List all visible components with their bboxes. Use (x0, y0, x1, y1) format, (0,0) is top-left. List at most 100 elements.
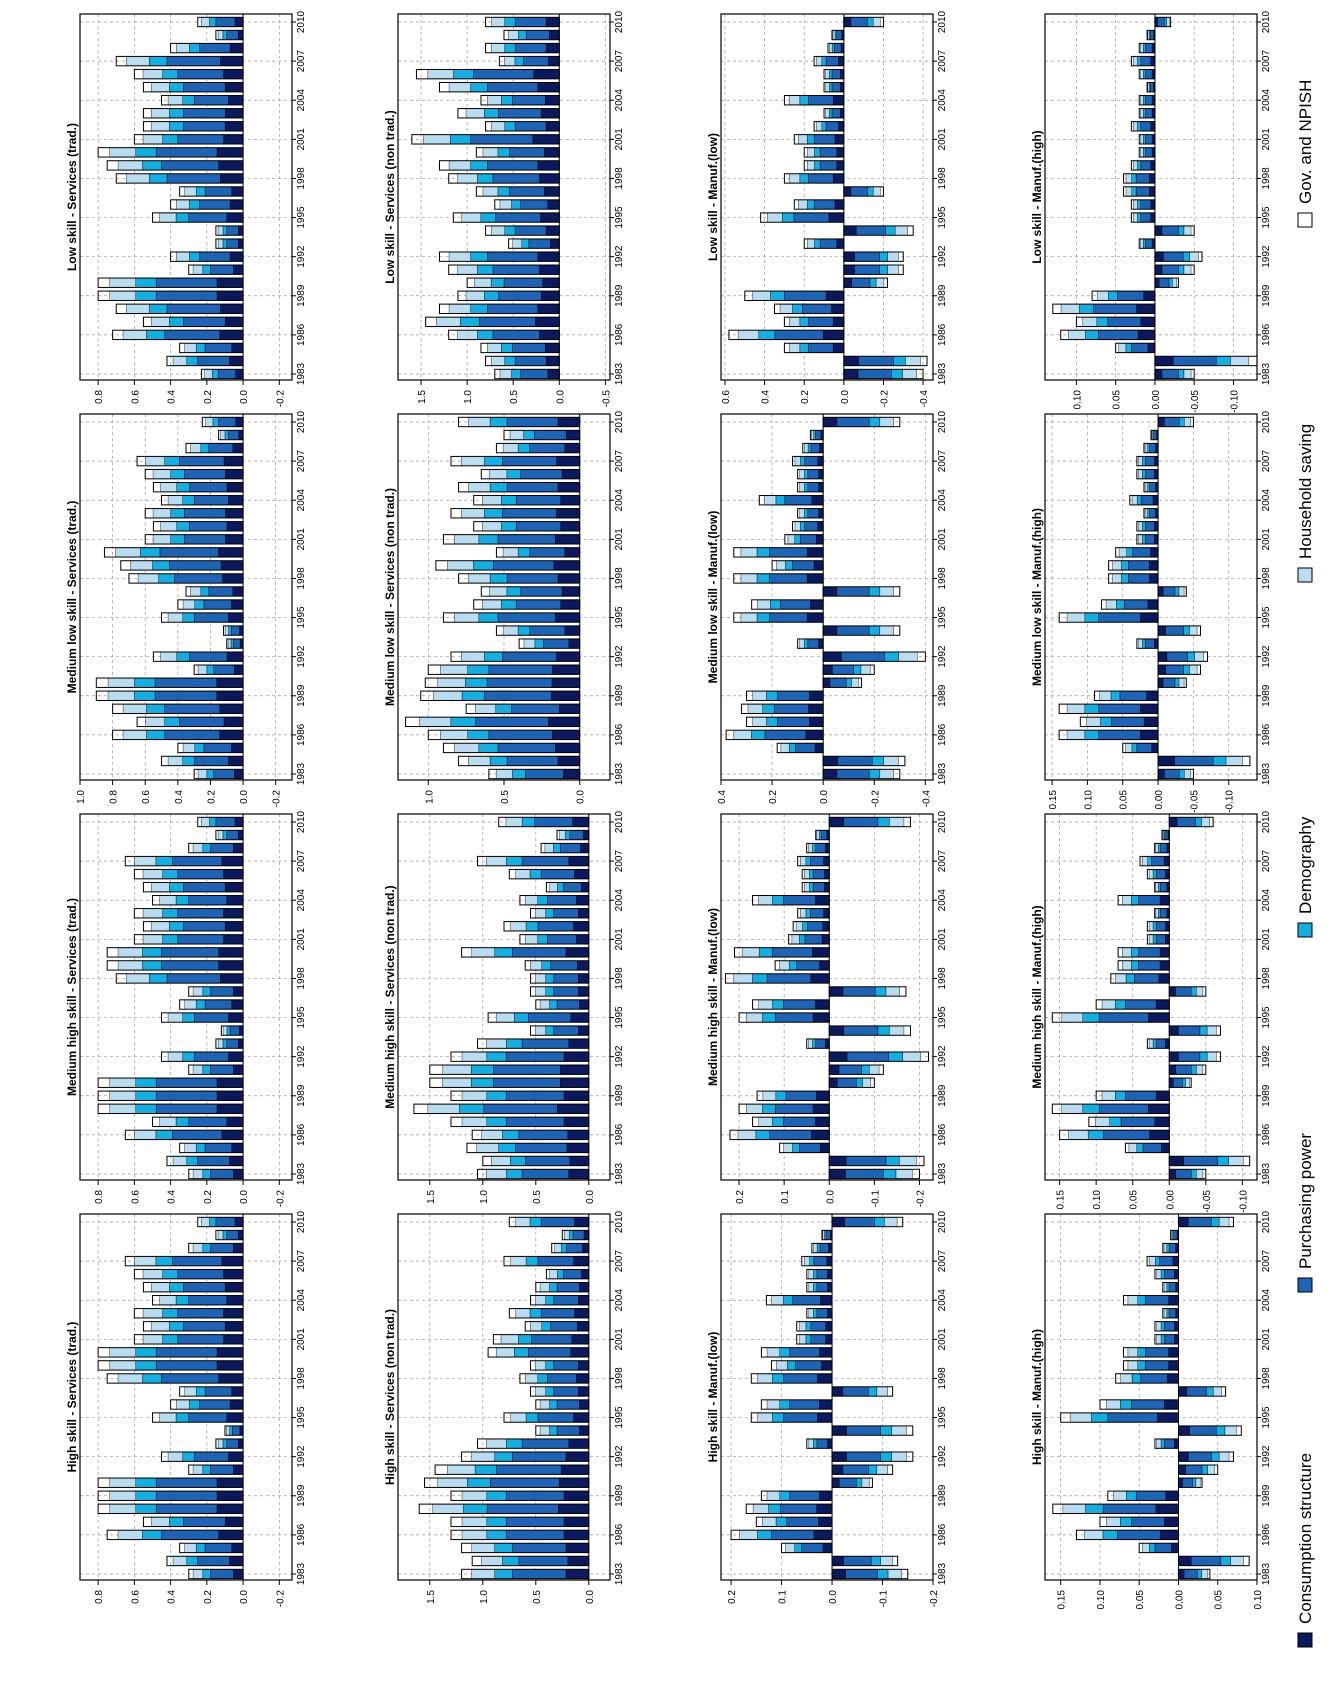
bar-segment (501, 495, 517, 506)
bar-segment (845, 1169, 884, 1179)
bar-segment (816, 1269, 828, 1280)
bar-segment (109, 1103, 137, 1114)
bar-total (170, 42, 244, 54)
bar-segment (186, 356, 198, 366)
bar-segment (525, 1256, 539, 1267)
bar-segment (565, 430, 580, 440)
bar-segment (135, 1477, 157, 1488)
bar-segment (559, 1477, 590, 1488)
bar-segment (836, 238, 845, 249)
bar-segment (1186, 1386, 1207, 1397)
value-tick-label: 0.6 (130, 390, 141, 404)
bar-segment (473, 69, 534, 80)
bar-total (166, 355, 244, 367)
bar-segment (769, 547, 808, 558)
bar-segment (222, 1438, 227, 1449)
bar-segment (1230, 1556, 1244, 1566)
bar-segment (1140, 729, 1159, 740)
bar-total (1154, 1268, 1179, 1280)
bar-segment (1176, 817, 1196, 827)
bar-segment (151, 1282, 170, 1293)
bar-segment (544, 843, 554, 853)
bar-segment (231, 743, 244, 753)
bar-segment (210, 986, 234, 997)
bar-segment (506, 573, 559, 584)
value-tick-label: 0.15 (1057, 1590, 1068, 1610)
bar-total (461, 1568, 590, 1580)
bar-total (1124, 1142, 1170, 1154)
bar-segment (512, 95, 546, 106)
year-tick-label: 2007 (937, 850, 948, 873)
bar-segment (514, 56, 524, 67)
bar-segment (804, 456, 818, 467)
bar-total (151, 1116, 244, 1128)
bar-segment (888, 1051, 903, 1062)
bar-segment (887, 264, 899, 275)
bar-segment (238, 1025, 244, 1036)
bar-segment (497, 612, 556, 623)
bar-total (1168, 1155, 1251, 1167)
bar-segment (222, 238, 227, 249)
bar-total (450, 1090, 590, 1101)
bar-total (170, 199, 244, 210)
bar-segment (1154, 264, 1163, 275)
value-tick-label: -0.10 (1229, 390, 1240, 413)
bar-segment (159, 212, 177, 223)
bar-segment (1150, 82, 1154, 93)
bar-segment (557, 1103, 589, 1114)
bar-segment (175, 1116, 189, 1127)
bar-segment (189, 521, 228, 532)
bar-segment (1148, 934, 1154, 945)
bar-total (133, 868, 244, 880)
bar-total (815, 829, 830, 841)
value-tick-label: 0.15 (1056, 1190, 1067, 1210)
bar-segment (184, 469, 226, 480)
bar-segment (784, 495, 812, 506)
bar-segment (486, 1116, 507, 1127)
year-tick-label: 1986 (296, 323, 307, 346)
bar-segment (1131, 186, 1137, 197)
bar-segment (1194, 651, 1204, 662)
value-tick-label: 0.00 (1154, 790, 1165, 810)
bar-segment (813, 1529, 833, 1540)
bar-segment (831, 1569, 846, 1579)
year-tick-label: 1998 (1261, 167, 1272, 190)
bar-segment (1164, 417, 1180, 427)
bar-segment (155, 1129, 173, 1140)
bar-segment (502, 1556, 520, 1566)
bar-segment (189, 251, 200, 262)
value-tick-label: 0.4 (174, 790, 185, 804)
bar-segment (461, 1490, 488, 1501)
bar-segment (570, 1347, 590, 1358)
year-tick-label: 1986 (1261, 1123, 1272, 1146)
bar-segment (502, 1129, 520, 1140)
year-tick-label: 1986 (937, 723, 948, 746)
bar-segment (1160, 1438, 1165, 1449)
bar-segment (572, 1230, 585, 1240)
year-tick-label: 1995 (296, 1006, 307, 1029)
bar-segment (470, 134, 533, 145)
bar-total (223, 625, 244, 636)
bar-segment (1191, 1169, 1197, 1179)
bar-segment (517, 625, 530, 636)
bar-segment (177, 1269, 224, 1280)
bar-segment (520, 586, 563, 597)
bar-segment (530, 960, 542, 971)
plot-frame (1044, 1213, 1258, 1581)
bar-total (1136, 521, 1159, 532)
bar-segment (169, 882, 184, 893)
bar-segment (581, 1243, 590, 1253)
bar-segment (905, 356, 921, 366)
bar-segment (1171, 1543, 1179, 1553)
bar-segment (816, 1503, 833, 1514)
bar-segment (474, 1464, 497, 1475)
bar-segment (807, 508, 819, 519)
bar-segment (145, 456, 165, 467)
bar-segment (521, 856, 569, 867)
value-tick-label: 0.8 (109, 790, 120, 804)
bar-total (508, 1216, 590, 1228)
bar-segment (1110, 690, 1121, 701)
bar-segment (1207, 1464, 1215, 1475)
bar-segment (792, 1143, 800, 1153)
